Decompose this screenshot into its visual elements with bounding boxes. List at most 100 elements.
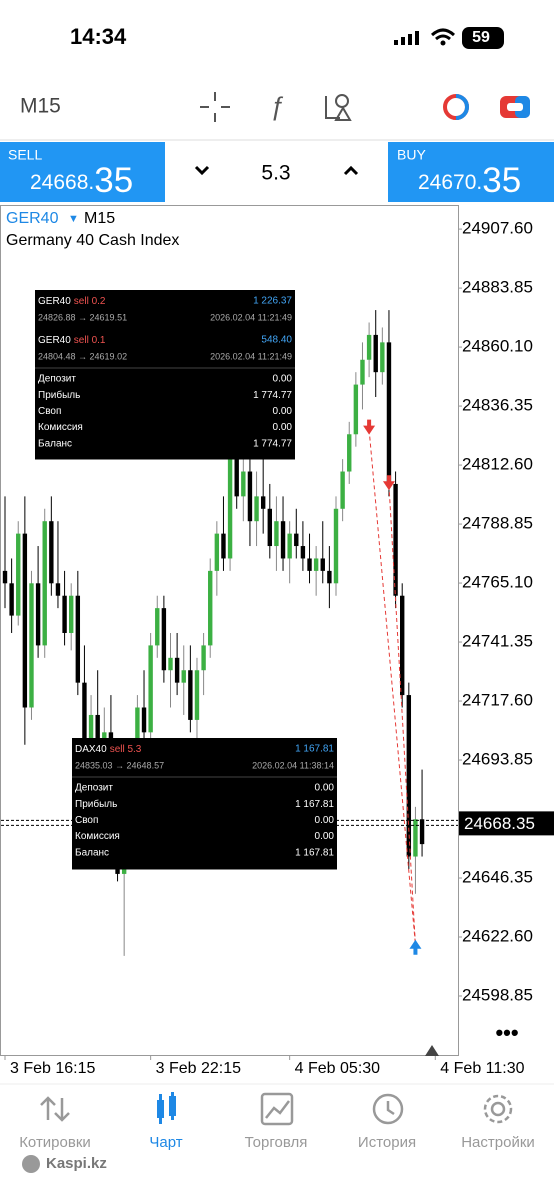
candle-body	[9, 583, 14, 616]
buy-label: BUY	[397, 147, 426, 163]
y-tick-label: 24598.85	[462, 985, 533, 1004]
candle-body	[360, 359, 365, 385]
nav-item[interactable]: Торговля	[245, 1134, 308, 1151]
position-prices: 24804.48 → 24619.02	[38, 351, 127, 361]
volume-up[interactable]	[343, 165, 359, 176]
more-button[interactable]: •••	[495, 1020, 518, 1045]
summary-label: Депозит	[75, 783, 113, 794]
candle-body	[75, 595, 81, 683]
summary-label: Комиссия	[38, 422, 83, 433]
indicators-icon[interactable]: ƒ	[270, 91, 284, 121]
volume-down[interactable]	[194, 165, 210, 176]
candle-body	[2, 570, 8, 584]
price-label: 24668.35	[464, 814, 535, 833]
position-time: 2026.02.04 11:21:49	[210, 351, 292, 361]
candle-body	[320, 558, 325, 571]
candle-body	[406, 695, 412, 857]
candle-body	[82, 682, 87, 745]
trade-icon-half	[455, 94, 469, 120]
buy-price-tail: 35	[482, 161, 521, 200]
candle-body	[373, 334, 378, 373]
y-tick-label: 24883.85	[462, 278, 533, 297]
price-label-box	[459, 811, 554, 836]
trade-link	[368, 429, 416, 945]
popup-bg	[35, 290, 295, 460]
candle-body	[227, 459, 233, 559]
y-tick-label: 24907.60	[462, 219, 533, 238]
candle-body	[168, 657, 173, 671]
position-profit: 1 167.81	[295, 744, 334, 755]
summary-label: Депозит	[38, 374, 76, 385]
battery-level: 59	[472, 29, 490, 46]
sell-marker	[382, 475, 395, 491]
buy-button[interactable]	[388, 142, 554, 202]
summary-label: Баланс	[75, 847, 109, 858]
summary-value: 0.00	[273, 374, 293, 385]
symbol-dropdown[interactable]: ▼	[68, 213, 79, 225]
candle-body	[419, 819, 425, 845]
candle-body	[148, 645, 153, 733]
candle-body	[234, 459, 239, 497]
position-profit: 1 226.37	[253, 296, 292, 307]
sell-marker	[363, 419, 376, 435]
candle-body	[221, 533, 226, 559]
chart-frame	[0, 205, 459, 1056]
symbol: DAX40	[75, 744, 107, 755]
candle-body	[327, 570, 332, 584]
candle-body	[95, 714, 100, 758]
summary-value: 1 774.77	[253, 438, 292, 449]
symbol[interactable]: GER40	[6, 210, 59, 227]
position-symbol: GER40 sell 0.2	[38, 296, 106, 307]
scroll-marker	[425, 1045, 439, 1056]
candle-body	[135, 707, 140, 758]
candle-body	[280, 521, 286, 559]
summary-value: 1 167.81	[295, 799, 334, 810]
candle-body	[174, 657, 180, 683]
nav-item[interactable]: Котировки	[19, 1134, 91, 1151]
y-tick-label: 24693.85	[462, 750, 533, 769]
objects-icon[interactable]	[325, 94, 352, 121]
timeframe-button[interactable]: M15	[20, 95, 61, 118]
position-time: 2026.02.04 11:38:14	[252, 760, 334, 770]
candle-body	[413, 819, 418, 857]
summary-label: Своп	[75, 815, 98, 826]
volume[interactable]: 5.3	[261, 162, 290, 185]
candle-body	[313, 558, 319, 571]
candle-body	[300, 546, 306, 559]
candle-body	[42, 521, 47, 646]
nav-item[interactable]: История	[358, 1134, 416, 1151]
positions-popup: GER40 sell 0.2 1 226.37 24826.88 → 24619.51…	[35, 290, 295, 460]
candle-body	[241, 471, 246, 497]
candle-body	[55, 583, 61, 596]
nav-icons	[40, 1092, 513, 1126]
candle-body	[287, 533, 292, 559]
position-prices: 24826.88 → 24619.51	[38, 312, 127, 322]
watermark-logo	[22, 1155, 40, 1173]
candle-body	[88, 714, 94, 745]
candle-body	[366, 334, 372, 360]
summary-label: Комиссия	[75, 831, 120, 842]
positions-popup: DAX40 sell 5.3 1 167.81 24835.03 → 24648.57…	[72, 738, 337, 870]
sell-button[interactable]	[0, 142, 165, 202]
candle-body	[69, 595, 74, 633]
candle-body	[247, 471, 253, 522]
summary-label: Своп	[38, 406, 61, 417]
candle-body	[380, 342, 385, 373]
candle-body	[29, 583, 34, 708]
summary-label: Баланс	[38, 438, 72, 449]
x-tick-label: 3 Feb 16:15	[10, 1060, 96, 1077]
signal-icon	[394, 31, 419, 45]
nav-item[interactable]: Настройки	[461, 1134, 535, 1151]
candle-body	[214, 533, 220, 571]
candle-body	[274, 521, 279, 547]
candle-body	[386, 342, 392, 484]
nav-item[interactable]: Чарт	[149, 1134, 182, 1151]
position-time: 2026.02.04 11:21:49	[210, 312, 292, 322]
candle-body	[16, 533, 21, 616]
buy-price-main: 24670.	[418, 171, 482, 194]
y-tick-label: 24860.10	[462, 337, 533, 356]
y-tick-label: 24717.60	[462, 691, 533, 710]
candle-body	[188, 670, 193, 720]
crosshair-icon[interactable]	[200, 92, 230, 122]
